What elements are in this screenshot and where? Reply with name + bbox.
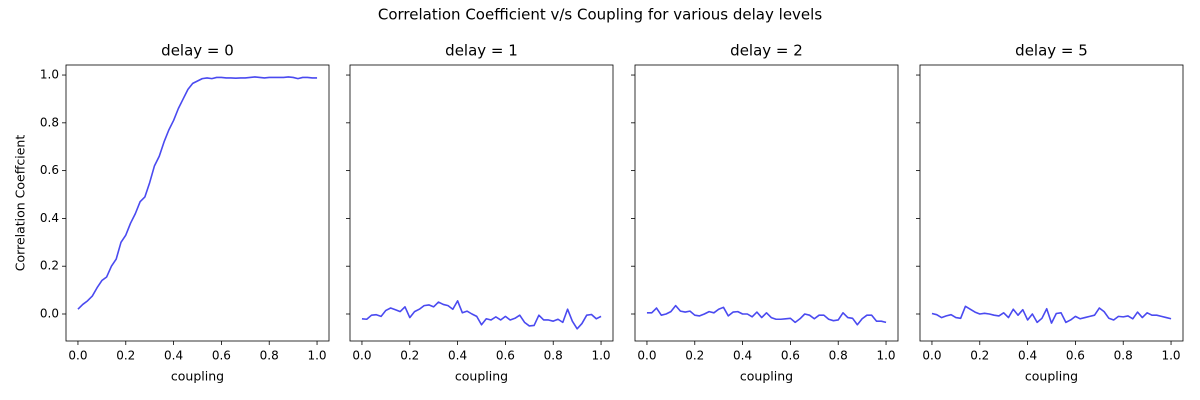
y-tick-label: 1.0 xyxy=(40,68,59,82)
line xyxy=(77,76,318,310)
x-tick-label: 0.0 xyxy=(352,349,371,363)
x-tick-label: 0.8 xyxy=(260,349,279,363)
y-tick-label: 0.8 xyxy=(40,115,59,129)
x-tick-label: 0.2 xyxy=(685,349,704,363)
x-tick-label: 0.0 xyxy=(68,349,87,363)
x-tick-label: 0.4 xyxy=(1018,349,1037,363)
x-tick-label: 0.4 xyxy=(164,349,183,363)
x-tick-label: 0.8 xyxy=(829,349,848,363)
x-tick-label: 1.0 xyxy=(307,349,326,363)
line xyxy=(361,300,602,330)
y-tick-label: 0.4 xyxy=(40,211,59,225)
x-tick-label: 0.6 xyxy=(212,349,231,363)
x-tick-label: 0.8 xyxy=(1114,349,1133,363)
axes-frame xyxy=(65,64,330,342)
x-tick-label: 0.4 xyxy=(733,349,752,363)
x-tick-label: 1.0 xyxy=(591,349,610,363)
figure-title: Correlation Coefficient v/s Coupling for… xyxy=(378,6,822,24)
x-tick-label: 0.6 xyxy=(496,349,515,363)
x-axis-label: coupling xyxy=(455,369,508,384)
x-axis-label: coupling xyxy=(1025,369,1078,384)
x-tick-label: 0.6 xyxy=(1066,349,1085,363)
x-tick-label: 1.0 xyxy=(876,349,895,363)
x-tick-label: 1.0 xyxy=(1161,349,1180,363)
subplot-title: delay = 1 xyxy=(445,42,518,60)
x-tick-label: 0.2 xyxy=(970,349,989,363)
x-tick-label: 0.8 xyxy=(544,349,563,363)
y-tick-label: 0.0 xyxy=(40,306,59,320)
subplot-title: delay = 0 xyxy=(161,42,234,60)
y-axis-label: Correlation Coeffcient xyxy=(13,135,28,272)
x-tick-label: 0.2 xyxy=(116,349,135,363)
x-tick-label: 0.4 xyxy=(448,349,467,363)
y-tick-label: 0.6 xyxy=(40,163,59,177)
axes-frame xyxy=(919,64,1184,342)
axes-frame xyxy=(349,64,614,342)
subplot-title: delay = 2 xyxy=(730,42,803,60)
x-tick-label: 0.2 xyxy=(400,349,419,363)
x-axis-label: coupling xyxy=(171,369,224,384)
line xyxy=(646,304,887,326)
x-tick-label: 0.6 xyxy=(781,349,800,363)
line xyxy=(931,305,1172,324)
axes-frame xyxy=(634,64,899,342)
x-tick-label: 0.0 xyxy=(922,349,941,363)
y-tick-label: 0.2 xyxy=(40,259,59,273)
x-axis-label: coupling xyxy=(740,369,793,384)
x-tick-label: 0.0 xyxy=(637,349,656,363)
subplot-title: delay = 5 xyxy=(1015,42,1088,60)
